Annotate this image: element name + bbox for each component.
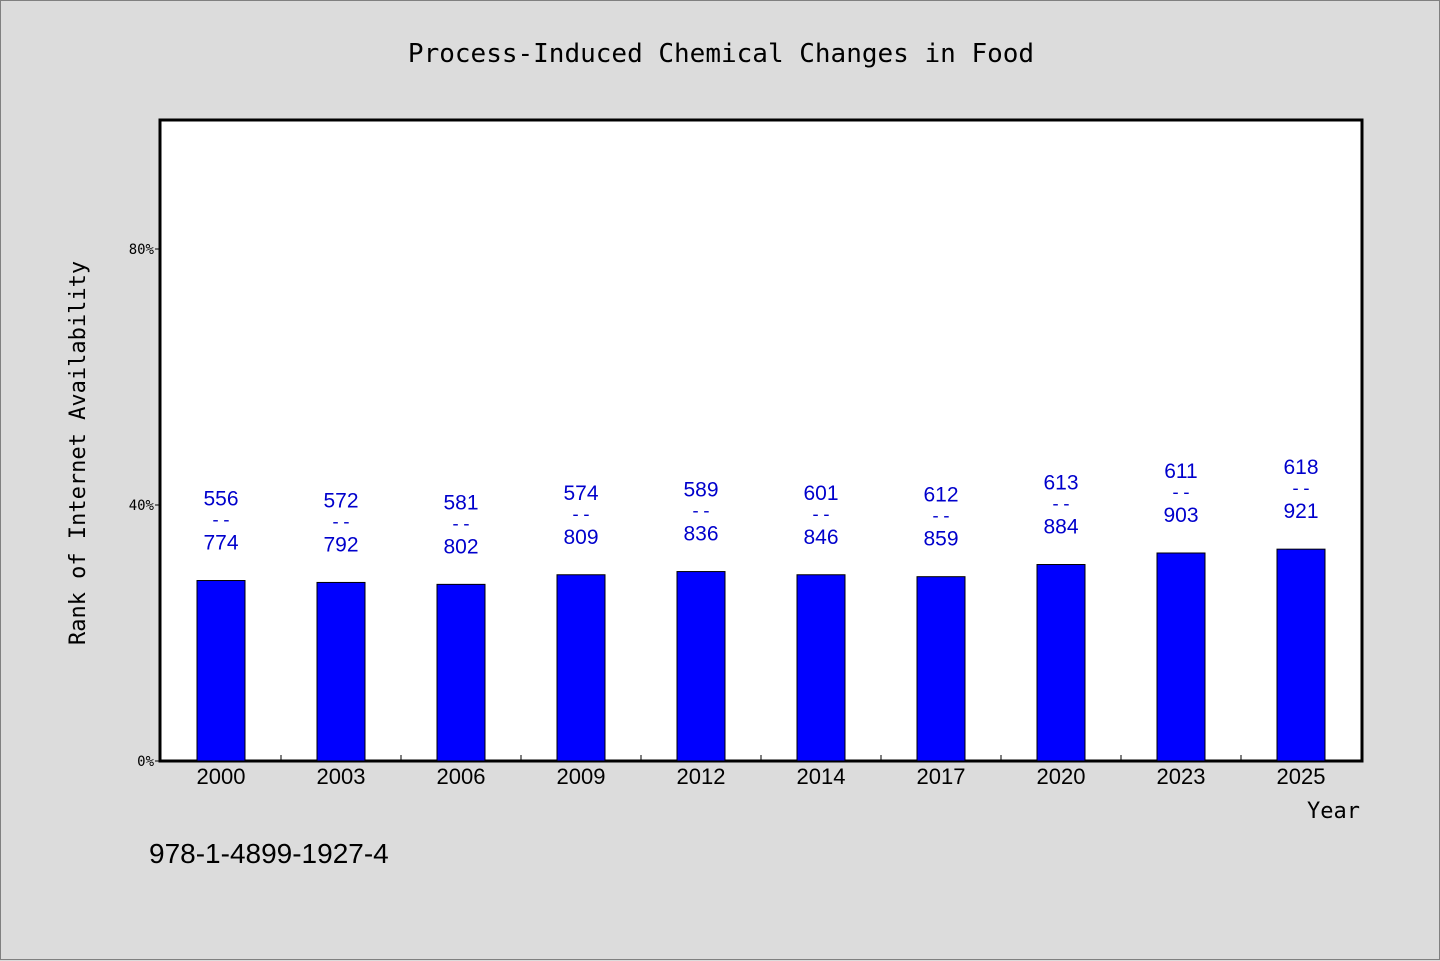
data-label-top: 581 — [443, 491, 478, 514]
data-label-top: 613 — [1043, 472, 1078, 495]
data-label-top: 618 — [1283, 456, 1318, 479]
x-tick-label: 2009 — [557, 764, 606, 789]
x-tick-label: 2014 — [797, 764, 846, 789]
bar — [796, 574, 846, 762]
data-label-bottom: 903 — [1163, 504, 1198, 527]
x-tick-label: 2000 — [197, 764, 246, 789]
data-label-bottom: 792 — [323, 533, 358, 556]
bar — [1036, 564, 1086, 762]
x-tick-label: 2006 — [437, 764, 486, 789]
data-label-top: 556 — [203, 488, 238, 511]
data-label-separator: -- — [930, 506, 952, 527]
y-tick-label: 40% — [129, 498, 155, 514]
data-label-separator: -- — [1170, 482, 1192, 503]
y-tick-label: 0% — [137, 754, 154, 770]
data-label-top: 589 — [683, 479, 718, 502]
bar — [436, 583, 486, 762]
bars — [196, 548, 1326, 762]
bar — [676, 571, 726, 762]
data-label-separator: -- — [1290, 478, 1312, 499]
y-axis: 0% 40% 80% — [129, 242, 161, 770]
x-tick-label: 2012 — [677, 764, 726, 789]
bar — [1156, 552, 1206, 762]
data-label-top: 601 — [803, 482, 838, 505]
data-label-separator: -- — [330, 511, 352, 532]
data-label-separator: -- — [810, 504, 832, 525]
bar — [316, 581, 366, 762]
data-label-bottom: 921 — [1283, 500, 1318, 523]
data-label-bottom: 846 — [803, 526, 838, 549]
data-label-top: 574 — [563, 482, 598, 505]
x-tick-label: 2003 — [317, 764, 366, 789]
data-label-bottom: 859 — [923, 528, 958, 551]
data-label-top: 612 — [923, 484, 958, 507]
x-tick-label: 2020 — [1037, 764, 1086, 789]
x-tick-label: 2025 — [1277, 764, 1326, 789]
bar — [196, 580, 246, 762]
y-tick-label: 80% — [129, 242, 155, 258]
chart-title: Process-Induced Chemical Changes in Food — [408, 39, 1034, 69]
data-label-bottom: 884 — [1043, 516, 1078, 539]
data-label-bottom: 809 — [563, 526, 598, 549]
data-label-top: 572 — [323, 489, 358, 512]
isbn-text: 978-1-4899-1927-4 — [149, 838, 389, 869]
data-label-bottom: 774 — [203, 532, 238, 555]
data-label-separator: -- — [1050, 494, 1072, 515]
data-label-separator: -- — [570, 504, 592, 525]
x-axis-label: Year — [1307, 799, 1360, 824]
data-label-top: 611 — [1164, 460, 1197, 483]
bar — [556, 574, 606, 762]
x-axis: 2000 2003 2006 2009 2012 2014 2017 2020 2023 2025 — [197, 755, 1326, 789]
data-label-bottom: 802 — [443, 535, 478, 558]
x-tick-label: 2017 — [917, 764, 966, 789]
data-label-separator: -- — [210, 510, 232, 531]
bar — [916, 576, 966, 762]
y-axis-label: Rank of Internet Availability — [66, 261, 91, 645]
x-tick-label: 2023 — [1157, 764, 1206, 789]
data-label-bottom: 836 — [683, 523, 718, 546]
bar — [1276, 548, 1326, 762]
data-labels: 556--774572--792581--802574--809589--836… — [203, 456, 1318, 558]
data-label-separator: -- — [450, 513, 472, 534]
data-label-separator: -- — [690, 501, 712, 522]
